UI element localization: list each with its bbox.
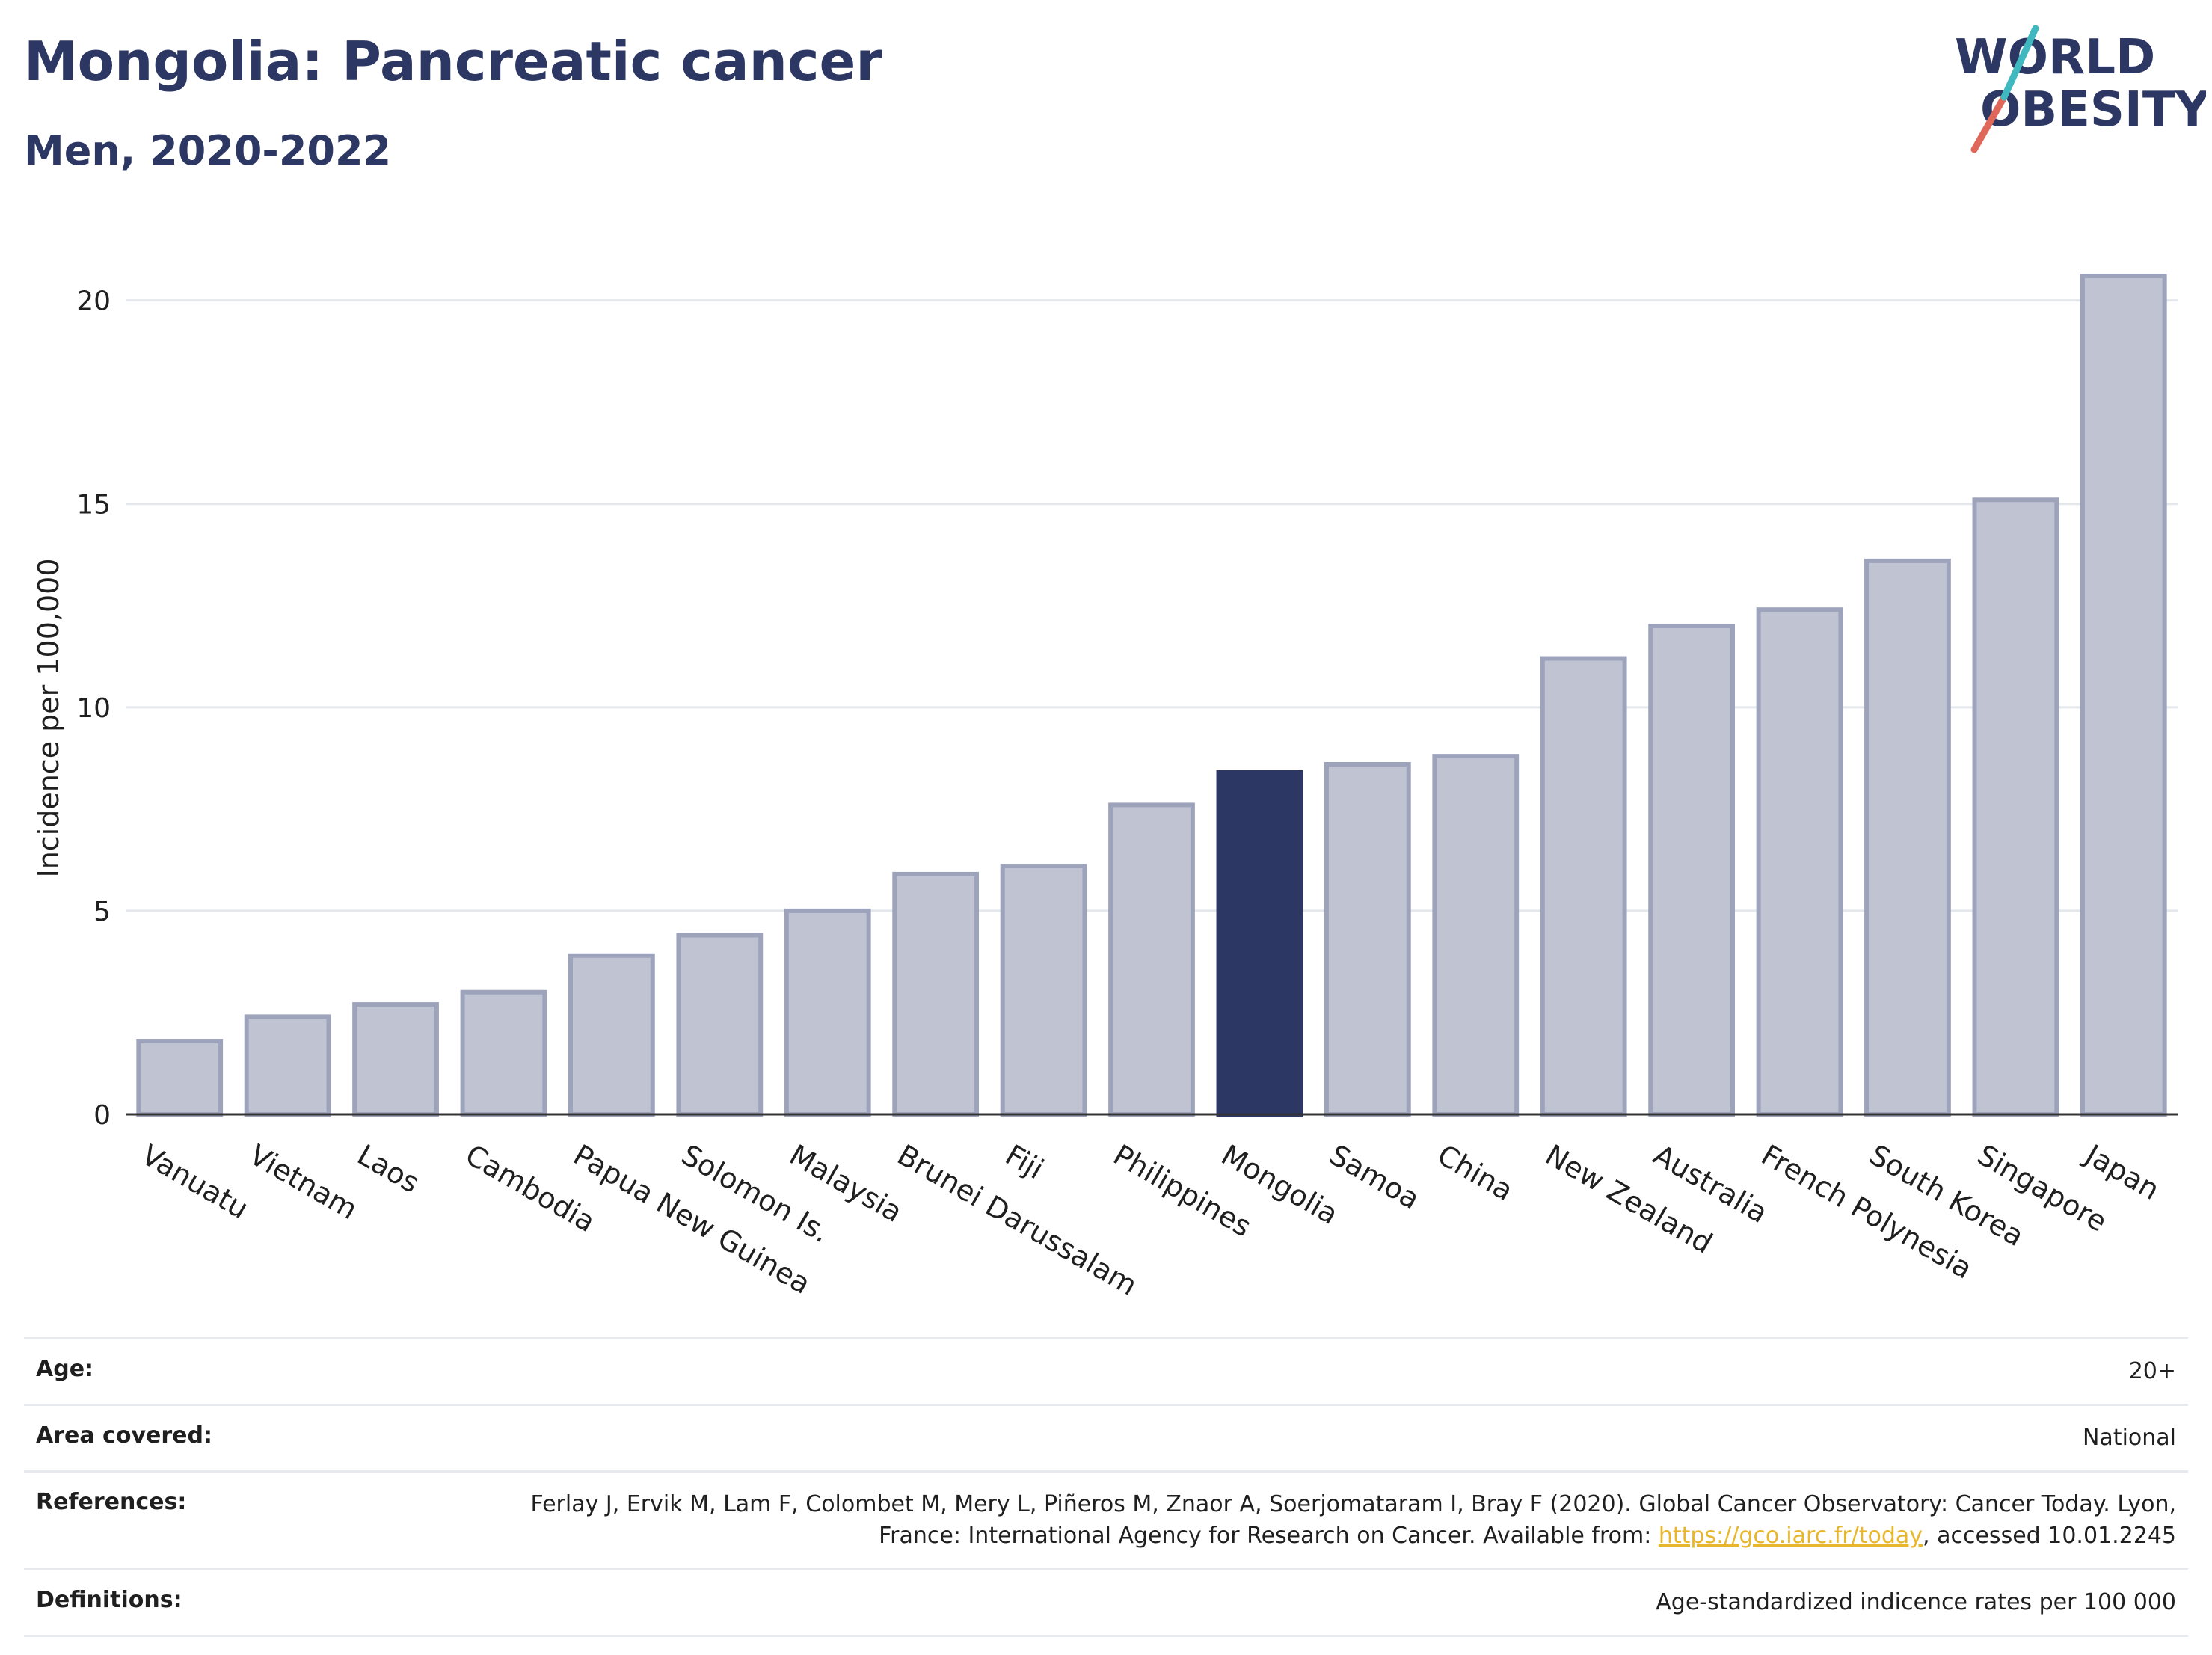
meta-key: Age: [36, 1356, 94, 1382]
y-tick-label: 20 [76, 286, 111, 317]
bar-vanuatu [136, 1039, 224, 1117]
bar-cambodia [460, 989, 547, 1117]
meta-row-references: References: Ferlay J, Ervik M, Lam F, Co… [24, 1470, 2188, 1568]
x-tick-label: Vietnam [244, 1138, 363, 1226]
y-axis-label: Incidence per 100,000 [32, 558, 65, 877]
bar-fiji [1000, 864, 1087, 1117]
x-tick-label: Japan [2079, 1137, 2166, 1206]
bar-australia [1648, 623, 1735, 1117]
meta-value: Age-standardized indicence rates per 100… [1656, 1589, 2176, 1615]
y-tick-label: 15 [76, 490, 111, 521]
world-obesity-logo: WORLD OBESITY [1955, 25, 2206, 153]
bar-malaysia [784, 908, 871, 1117]
meta-key: References: [36, 1489, 187, 1515]
x-tick-label: Vanuatu [136, 1138, 254, 1225]
bar-papua-new-guinea [568, 953, 655, 1117]
y-tick-label: 10 [76, 693, 111, 724]
bar-solomon-is [676, 933, 764, 1117]
meta-value: National [2082, 1425, 2176, 1451]
meta-key: Area covered: [36, 1422, 212, 1449]
x-tick-label: Fiji [1000, 1138, 1049, 1185]
meta-key: Definitions: [36, 1587, 182, 1613]
bars [136, 273, 2167, 1117]
x-tick-label: Laos [352, 1138, 425, 1200]
page-title: Mongolia: Pancreatic cancer [24, 30, 882, 93]
meta-row-definitions: Definitions: Age-standardized indicence … [24, 1568, 2188, 1637]
bar-japan [2080, 273, 2167, 1117]
meta-row-age: Age: 20+ [24, 1337, 2188, 1404]
bar-vietnam [244, 1014, 331, 1117]
meta-value: Ferlay J, Ervik M, Lam F, Colombet M, Me… [530, 1491, 2176, 1549]
y-tick-label: 0 [93, 1100, 111, 1131]
bar-french-polynesia [1756, 607, 1843, 1117]
svg-text:OBESITY: OBESITY [1980, 82, 2206, 138]
bar-laos [352, 1002, 439, 1117]
bar-singapore [1972, 497, 2059, 1117]
bar-samoa [1324, 762, 1411, 1117]
metadata-table: Age: 20+ Area covered: National Referenc… [24, 1337, 2188, 1637]
reference-link[interactable]: https://gco.iarc.fr/today [1658, 1523, 1923, 1549]
bar-brunei-darussalam [892, 871, 980, 1117]
y-tick-label: 5 [93, 897, 111, 927]
bar-new-zealand [1540, 656, 1627, 1117]
bar-china [1432, 754, 1520, 1117]
x-tick-label: China [1432, 1138, 1519, 1207]
meta-value: 20+ [2128, 1358, 2176, 1384]
meta-row-area: Area covered: National [24, 1404, 2188, 1470]
bar-south-korea [1864, 558, 1951, 1117]
bar-mongolia [1216, 770, 1303, 1117]
bar-philippines [1108, 802, 1195, 1117]
page-subtitle: Men, 2020-2022 [24, 127, 392, 174]
svg-text:WORLD: WORLD [1955, 30, 2155, 85]
y-axis-ticks: 0 5 10 15 20 [76, 286, 111, 1131]
